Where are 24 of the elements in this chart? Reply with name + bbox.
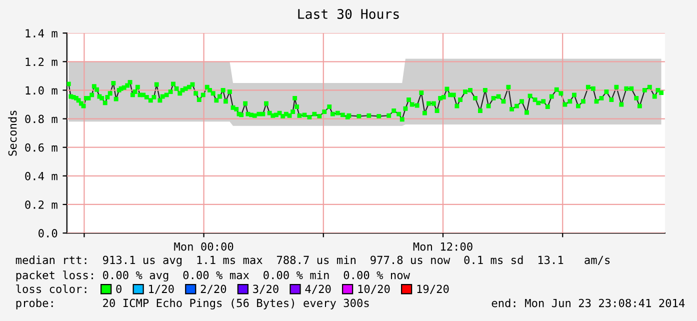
- y-tick-label: 0.4 m: [25, 172, 58, 180]
- y-tick-label: 0.2 m: [25, 200, 58, 209]
- text: packet loss: 0.00 % avg 0.00 % max 0.00 % min 0.00 % now: [16, 270, 410, 282]
- legend-label: 3/20: [253, 284, 278, 294]
- legend-label: 2/20: [200, 284, 226, 294]
- y-tick-label: 0.8 m: [25, 114, 58, 124]
- text: end: Mon Jun 23 23:08:41 2014: [492, 298, 685, 308]
- x-tick-label: Mon 12:00: [413, 242, 472, 251]
- y-tick-label: 1.0 m: [26, 86, 58, 95]
- x-tick-label: Mon 00:00: [174, 242, 234, 251]
- y-tick-label: 1.4 m: [26, 29, 58, 38]
- legend-label: 19/20: [417, 284, 449, 294]
- legend-label: 0: [116, 284, 122, 294]
- y-tick-label: 0.6 m: [25, 143, 58, 152]
- text: median rtt: 913.1 us avg 1.1 ms max 788.7 us min 977.8 us now 0.1 ms sd 13.1 am/s: [16, 256, 610, 266]
- y-tick-label: 0.0: [38, 229, 58, 238]
- y-axis-title: Seconds: [8, 110, 17, 156]
- y-tick-label: 1.2 m: [26, 58, 58, 66]
- text: probe: 20 ICMP Echo Pings (56 Bytes) every 300s: [16, 298, 369, 310]
- legend-title: loss color:: [16, 284, 86, 294]
- legend-label: 10/20: [358, 284, 390, 294]
- legend-label: 1/20: [149, 284, 174, 294]
- chart-title: Last 30 Hours: [298, 8, 399, 19]
- legend-label: 4/20: [305, 284, 331, 294]
